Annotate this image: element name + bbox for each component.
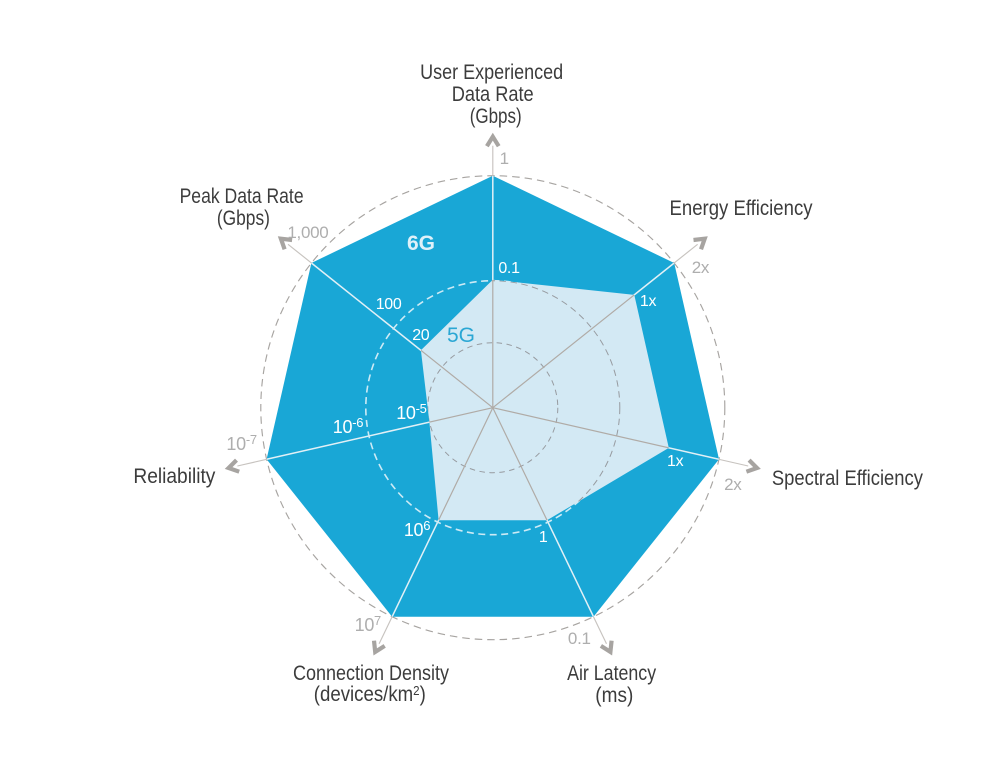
svg-text:2x: 2x <box>724 475 742 494</box>
svg-text:0.1: 0.1 <box>498 260 520 277</box>
svg-text:Spectral Efficiency: Spectral Efficiency <box>772 467 923 490</box>
svg-text:5G: 5G <box>447 324 475 347</box>
svg-text:1: 1 <box>539 529 548 546</box>
svg-text:(Gbps): (Gbps) <box>217 207 270 230</box>
svg-text:0.1: 0.1 <box>568 629 591 648</box>
svg-text:2x: 2x <box>692 258 710 277</box>
svg-text:Data Rate: Data Rate <box>452 83 534 106</box>
svg-text:Connection Density: Connection Density <box>293 662 449 685</box>
svg-text:1x: 1x <box>667 453 684 470</box>
svg-text:Reliability: Reliability <box>133 465 215 488</box>
svg-text:1: 1 <box>500 149 509 168</box>
svg-text:Air Latency: Air Latency <box>567 662 656 685</box>
svg-text:1,000: 1,000 <box>287 223 328 242</box>
svg-text:1x: 1x <box>640 293 657 310</box>
svg-text:(ms): (ms) <box>595 684 633 707</box>
svg-text:100: 100 <box>376 296 402 313</box>
svg-text:(devices/km2): (devices/km2) <box>314 683 426 706</box>
svg-text:Peak Data Rate: Peak Data Rate <box>180 185 304 208</box>
svg-text:(Gbps): (Gbps) <box>470 105 522 128</box>
svg-text:6G: 6G <box>407 232 435 255</box>
svg-text:20: 20 <box>412 327 430 344</box>
svg-text:User Experienced: User Experienced <box>420 61 563 84</box>
svg-text:Energy Efficiency: Energy Efficiency <box>670 197 813 220</box>
